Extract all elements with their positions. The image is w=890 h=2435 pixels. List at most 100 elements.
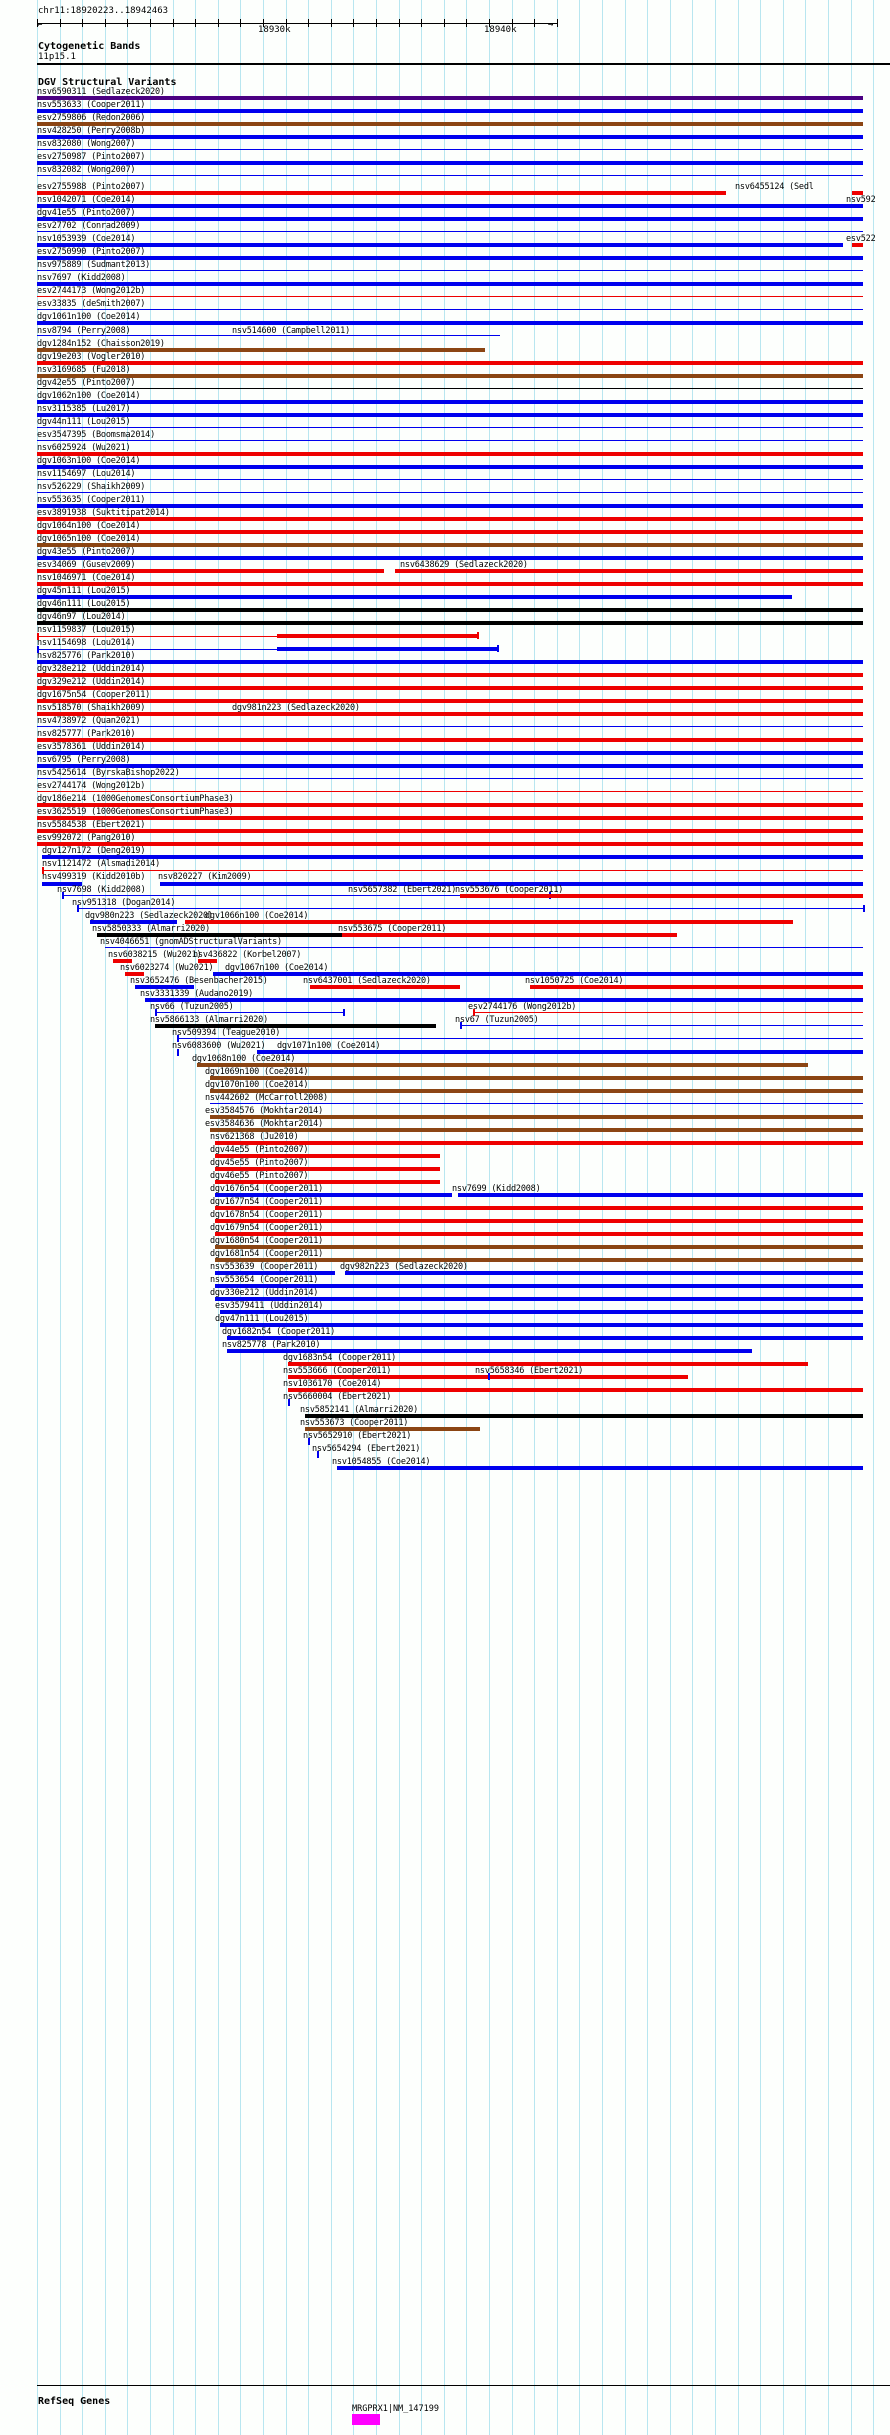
variant-bar[interactable] xyxy=(155,1024,436,1028)
variant-label[interactable]: nsv5852141 (Almarri2020) xyxy=(300,1405,419,1415)
variant-bar[interactable] xyxy=(37,256,863,260)
variant-label[interactable]: nsv1159837 (Lou2015) xyxy=(37,625,136,635)
variant-bar[interactable] xyxy=(97,933,454,937)
variant-bar[interactable] xyxy=(37,374,863,378)
variant-bar[interactable] xyxy=(37,191,726,195)
variant-bar[interactable] xyxy=(37,361,863,365)
variant-label[interactable]: nsv975889 (Sudmant2013) xyxy=(37,260,151,270)
variant-label[interactable]: nsv5584538 (Ebert2021) xyxy=(37,820,146,830)
variant-bar[interactable] xyxy=(310,985,460,989)
variant-label[interactable]: dgv43e55 (Pinto2007) xyxy=(37,547,136,557)
variant-label[interactable]: dgv1677n54 (Cooper2011) xyxy=(210,1197,324,1207)
variant-label[interactable]: dgv1070n100 (Coe2014) xyxy=(205,1080,309,1090)
variant-bar[interactable] xyxy=(37,712,213,716)
variant-bar[interactable] xyxy=(37,803,863,807)
variant-bar[interactable] xyxy=(37,413,863,417)
variant-label[interactable]: dgv1065n100 (Coe2014) xyxy=(37,534,141,544)
variant-label[interactable]: dgv329e212 (Uddin2014) xyxy=(37,677,146,687)
variant-bar[interactable] xyxy=(220,1310,863,1314)
variant-bar[interactable] xyxy=(37,204,863,208)
variant-label[interactable]: dgv981n223 (Sedlazeck2020) xyxy=(232,703,360,713)
variant-label[interactable]: dgv46n97 (Lou2014) xyxy=(37,612,126,622)
variant-bar[interactable] xyxy=(37,829,863,833)
variant-bar[interactable] xyxy=(37,504,863,508)
variant-label[interactable]: nsv553654 (Cooper2011) xyxy=(210,1275,319,1285)
variant-label[interactable]: dgv1680n54 (Cooper2011) xyxy=(210,1236,324,1246)
variant-label[interactable]: nsv825776 (Park2010) xyxy=(37,651,136,661)
variant-label[interactable]: nsv825777 (Park2010) xyxy=(37,729,136,739)
variant-bar[interactable] xyxy=(37,530,863,534)
variant-label[interactable]: dgv1681n54 (Cooper2011) xyxy=(210,1249,324,1259)
variant-label[interactable]: dgv980n223 (Sedlazeck2020) xyxy=(85,911,213,921)
variant-bar[interactable] xyxy=(345,1271,863,1275)
variant-bar[interactable] xyxy=(215,1141,863,1145)
variant-bar[interactable] xyxy=(37,595,792,599)
variant-label[interactable]: nsv4738972 (Quan2021) xyxy=(37,716,141,726)
variant-label[interactable]: esv2744174 (Wong2012b) xyxy=(37,781,146,791)
variant-label[interactable]: nsv509394 (Teague2010) xyxy=(172,1028,281,1038)
variant-label[interactable]: nsv592 xyxy=(846,195,876,205)
variant-label[interactable]: nsv514600 (Campbell2011) xyxy=(232,326,351,336)
gene-label[interactable]: MRGPRX1|NM_147199 xyxy=(352,2404,439,2414)
variant-label[interactable]: nsv832080 (Wong2007) xyxy=(37,139,136,149)
variant-bar[interactable] xyxy=(42,882,82,886)
variant-label[interactable]: esv3578361 (Uddin2014) xyxy=(37,742,146,752)
variant-thin-line[interactable] xyxy=(37,149,863,150)
variant-label[interactable]: esv3547395 (Boomsma2014) xyxy=(37,430,156,440)
variant-bar[interactable] xyxy=(305,1414,863,1418)
variant-label[interactable]: esv3891938 (Suktitipat2014) xyxy=(37,508,170,518)
variant-label[interactable]: nsv6795 (Perry2008) xyxy=(37,755,131,765)
variant-label[interactable]: dgv41e55 (Pinto2007) xyxy=(37,208,136,218)
variant-label[interactable]: dgv1683n54 (Cooper2011) xyxy=(283,1353,397,1363)
variant-bar[interactable] xyxy=(37,842,863,846)
variant-label[interactable]: dgv46n111 (Lou2015) xyxy=(37,599,131,609)
variant-thin-line[interactable] xyxy=(37,778,863,779)
variant-bar[interactable] xyxy=(37,452,863,456)
variant-label[interactable]: dgv1067n100 (Coe2014) xyxy=(225,963,329,973)
variant-bar[interactable] xyxy=(227,1349,752,1353)
variant-label[interactable]: dgv1064n100 (Coe2014) xyxy=(37,521,141,531)
variant-label[interactable]: nsv820227 (Kim2009) xyxy=(158,872,252,882)
variant-label[interactable]: nsv5660004 (Ebert2021) xyxy=(283,1392,392,1402)
variant-label[interactable]: dgv1063n100 (Coe2014) xyxy=(37,456,141,466)
variant-label[interactable]: dgv1284n152 (Chaisson2019) xyxy=(37,339,165,349)
variant-label[interactable]: esv27702 (Conrad2009) xyxy=(37,221,141,231)
variant-label[interactable]: nsv1053939 (Coe2014) xyxy=(37,234,136,244)
variant-label[interactable]: nsv1046971 (Coe2014) xyxy=(37,573,136,583)
variant-label[interactable]: nsv553673 (Cooper2011) xyxy=(300,1418,409,1428)
variant-label[interactable]: esv2750990 (Pinto2007) xyxy=(37,247,146,257)
variant-bar[interactable] xyxy=(277,647,497,651)
variant-thin-line[interactable] xyxy=(37,175,863,176)
variant-bar[interactable] xyxy=(213,712,863,716)
variant-label[interactable]: nsv825778 (Park2010) xyxy=(222,1340,321,1350)
variant-bar[interactable] xyxy=(210,1115,863,1119)
variant-thin-line[interactable] xyxy=(37,726,863,727)
variant-bar[interactable] xyxy=(530,985,863,989)
variant-label[interactable]: esv2755988 (Pinto2007) xyxy=(37,182,146,192)
variant-bar[interactable] xyxy=(42,855,863,859)
variant-bar[interactable] xyxy=(37,686,863,690)
variant-label[interactable]: dgv330e212 (Uddin2014) xyxy=(210,1288,319,1298)
variant-label[interactable]: dgv186e214 (1000GenomesConsortiumPhase3) xyxy=(37,794,234,804)
variant-label[interactable]: nsv6025924 (Wu2021) xyxy=(37,443,131,453)
variant-thin-line[interactable] xyxy=(105,947,863,948)
variant-label[interactable]: nsv1154697 (Lou2014) xyxy=(37,469,136,479)
variant-bar[interactable] xyxy=(185,920,793,924)
variant-bar[interactable] xyxy=(37,621,863,625)
variant-bar[interactable] xyxy=(215,1245,863,1249)
variant-thin-line[interactable] xyxy=(213,335,500,336)
variant-label[interactable]: nsv6083600 (Wu2021) xyxy=(172,1041,266,1051)
variant-label[interactable]: nsv5425614 (ByrskaBishop2022) xyxy=(37,768,180,778)
variant-bar[interactable] xyxy=(125,972,144,976)
variant-span-line[interactable] xyxy=(473,1012,863,1013)
variant-bar[interactable] xyxy=(215,1297,863,1301)
variant-label[interactable]: nsv553639 (Cooper2011) xyxy=(210,1262,319,1272)
variant-bar[interactable] xyxy=(852,191,863,195)
variant-label[interactable]: nsv6023274 (Wu2021) xyxy=(120,963,214,973)
variant-bar[interactable] xyxy=(460,894,863,898)
variant-bar[interactable] xyxy=(37,569,384,573)
variant-thin-line[interactable] xyxy=(37,791,863,792)
variant-bar[interactable] xyxy=(37,751,863,755)
variant-bar[interactable] xyxy=(37,109,863,113)
variant-label[interactable]: dgv328e212 (Uddin2014) xyxy=(37,664,146,674)
